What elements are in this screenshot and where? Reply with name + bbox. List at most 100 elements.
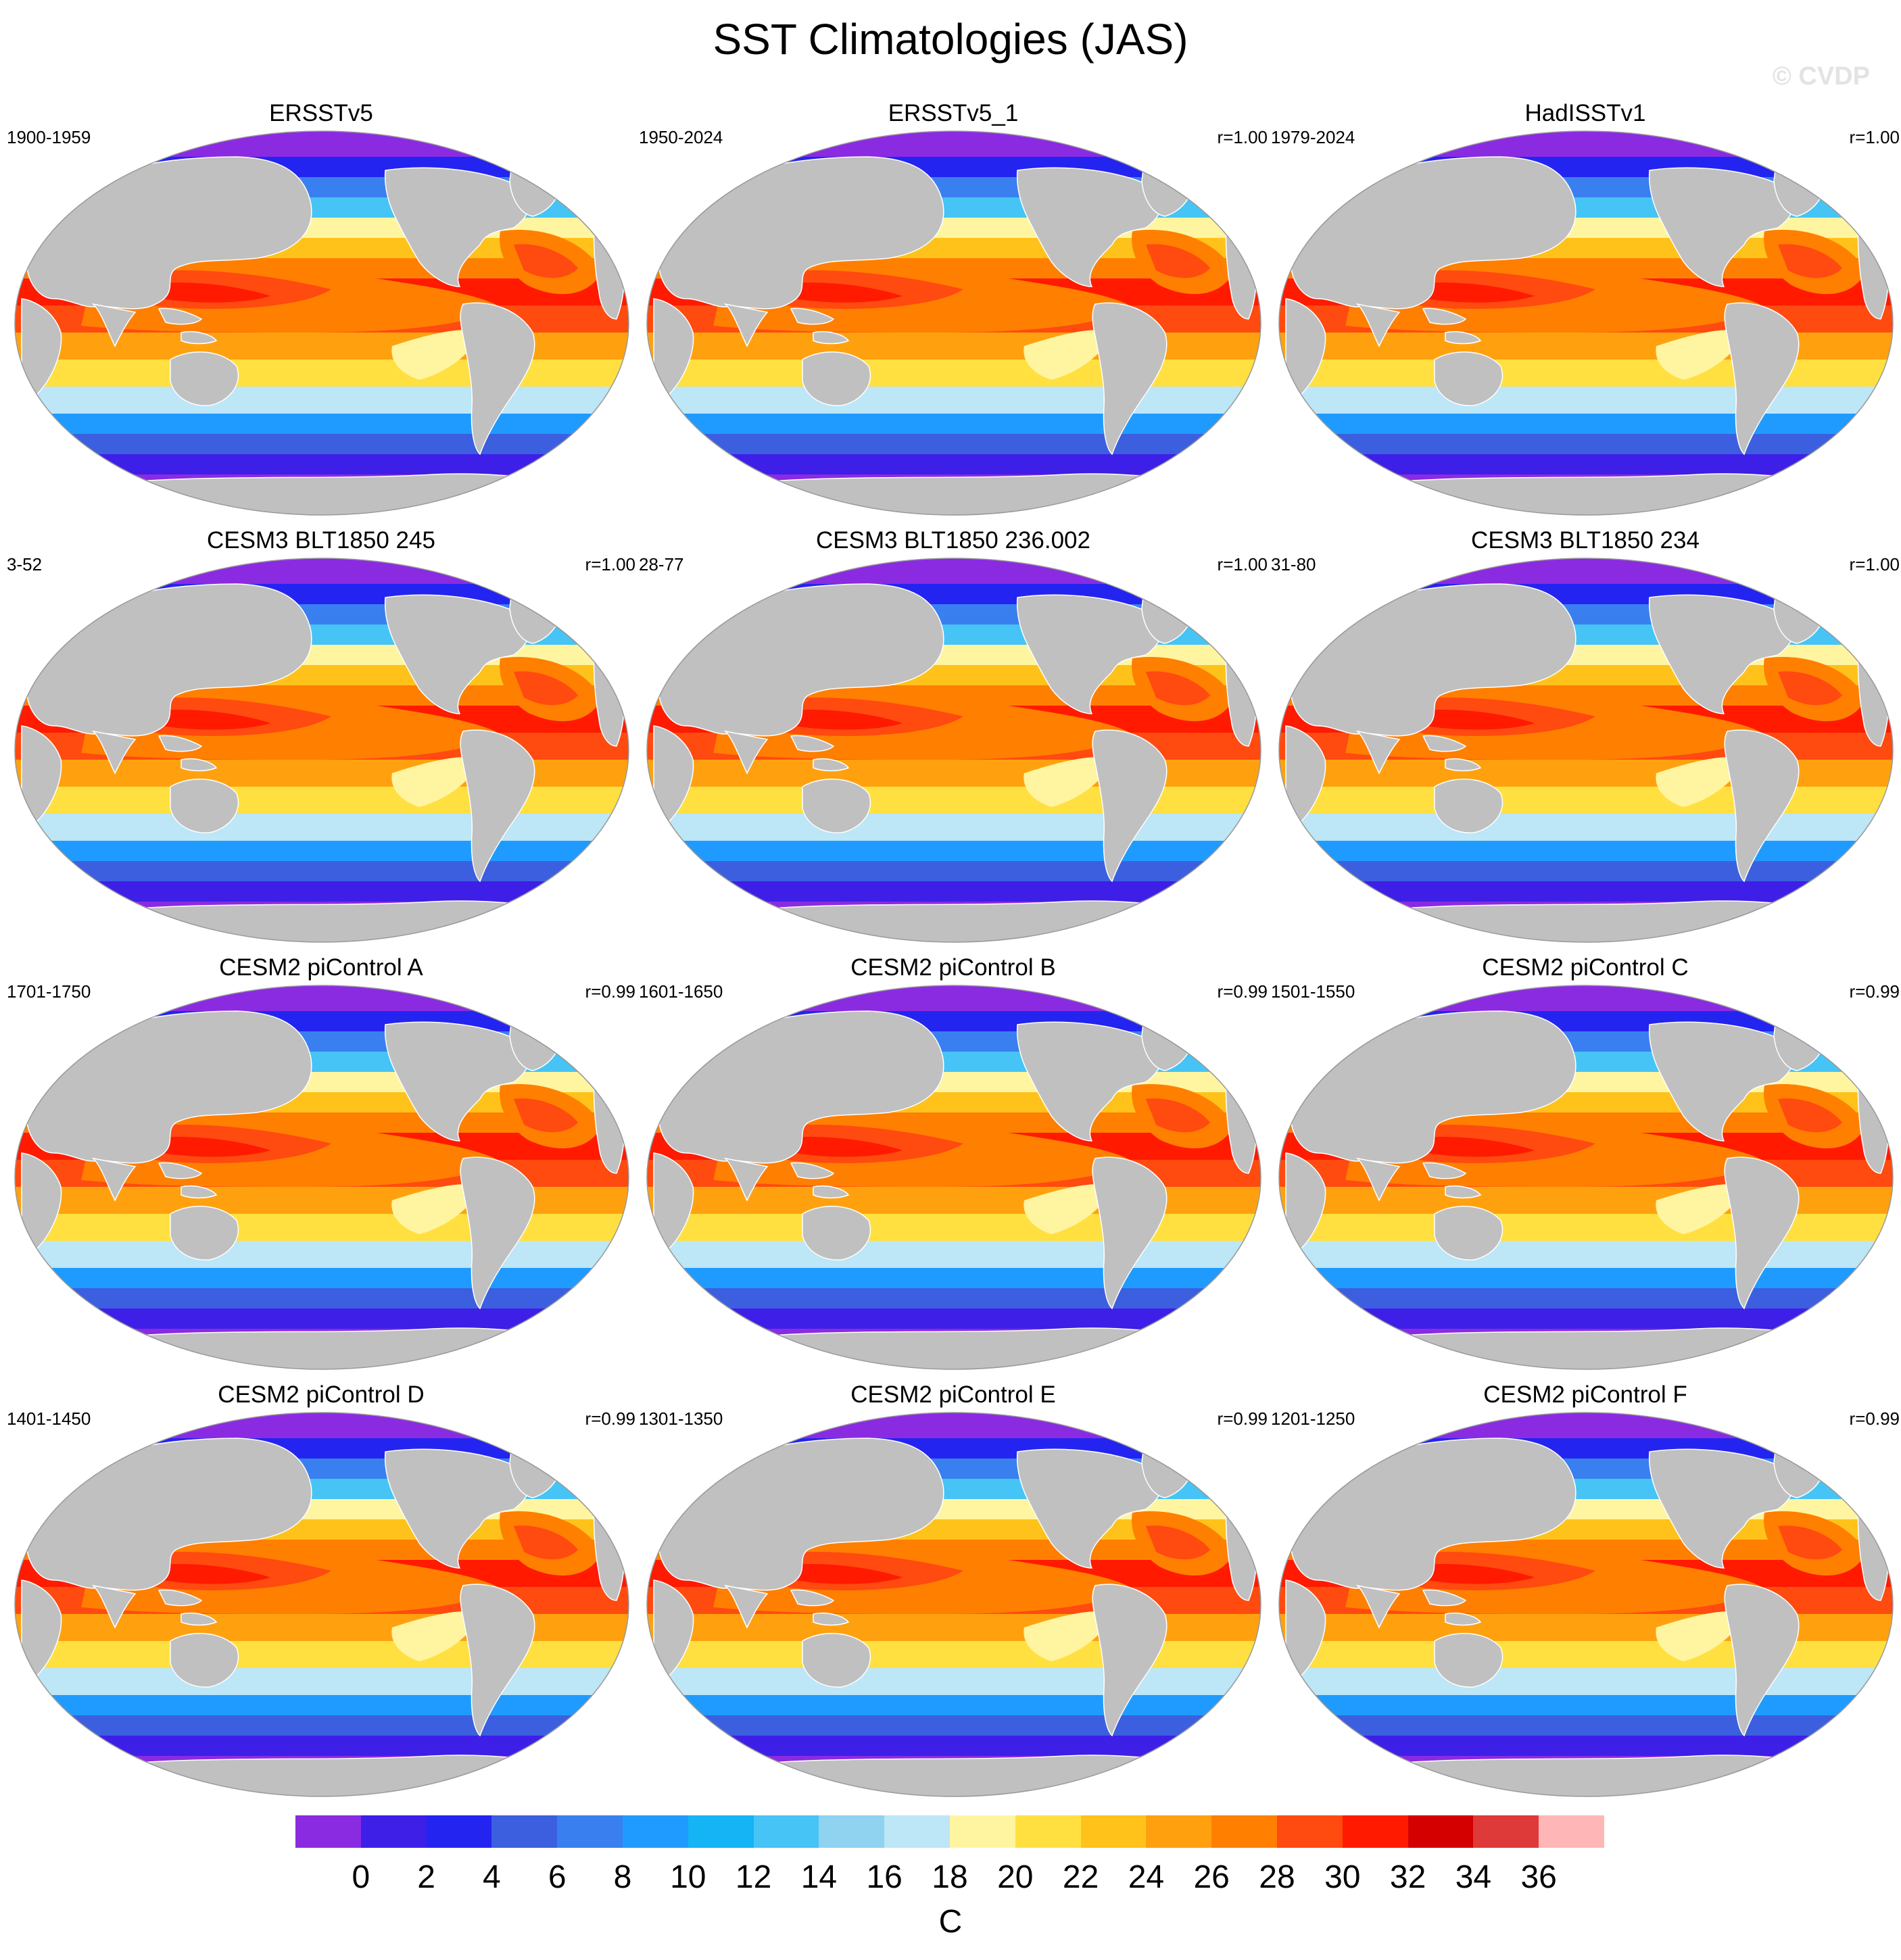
land-mass xyxy=(1092,302,1168,456)
land-mass xyxy=(813,1613,850,1626)
land-mass xyxy=(72,900,576,942)
land-mass xyxy=(181,758,218,772)
sst-band xyxy=(647,760,1261,787)
sst-band xyxy=(15,333,629,360)
land-mass xyxy=(813,1185,850,1199)
colorbar-tick-label: 32 xyxy=(1389,1859,1426,1895)
sst-feature xyxy=(781,1564,903,1584)
colorbar-tick-label: 12 xyxy=(735,1859,772,1895)
sst-feature xyxy=(781,1137,903,1157)
sst-band xyxy=(1279,1413,1893,1438)
land-mass xyxy=(26,583,312,737)
sst-band xyxy=(15,1214,629,1241)
sst-band xyxy=(647,1268,1261,1288)
map-border xyxy=(646,130,1261,516)
sst-band xyxy=(15,387,629,414)
panel-title: CESM2 piControl F xyxy=(1483,1381,1687,1408)
colorbar-segment xyxy=(753,1815,819,1848)
panel-years-label: 28-77 xyxy=(639,554,684,574)
panel-correlation-label: r=0.99 xyxy=(1217,1408,1268,1429)
land-mass xyxy=(1290,1010,1577,1164)
sst-band xyxy=(15,841,629,861)
map-panel: CESM2 piControl F 1201-1250 r=0.99 xyxy=(1271,1381,1900,1809)
colorbar-segment xyxy=(1407,1815,1474,1848)
map-border xyxy=(14,558,629,943)
land-mass xyxy=(1724,729,1800,883)
sst-band xyxy=(1279,1438,1893,1459)
sst-band xyxy=(1279,1241,1893,1268)
map-border xyxy=(646,985,1261,1370)
land-mass xyxy=(1337,900,1840,942)
map-border xyxy=(646,558,1261,943)
land-mass xyxy=(802,779,871,833)
sst-band xyxy=(1279,1641,1893,1668)
land-mass xyxy=(658,1010,944,1164)
sst-band xyxy=(1279,1187,1893,1214)
sst-band xyxy=(15,157,629,177)
sst-feature xyxy=(1656,330,1744,380)
sst-band xyxy=(1279,414,1893,434)
sst-feature xyxy=(391,1184,480,1234)
sst-map xyxy=(646,1412,1261,1797)
sst-band xyxy=(647,414,1261,434)
colorbar-tick-label: 26 xyxy=(1193,1859,1230,1895)
sst-band xyxy=(647,584,1261,604)
land-mass xyxy=(790,1589,835,1607)
land-mass xyxy=(170,1633,239,1688)
sst-feature xyxy=(1778,1098,1842,1133)
sst-band xyxy=(15,1695,629,1715)
land-mass xyxy=(26,1010,312,1164)
sst-band xyxy=(1279,787,1893,814)
sst-feature xyxy=(1656,1184,1744,1234)
sst-band xyxy=(647,387,1261,414)
sst-band xyxy=(1279,1308,1893,1329)
land-mass xyxy=(704,1755,1208,1796)
land-mass xyxy=(91,1157,137,1202)
sst-map xyxy=(646,130,1261,516)
land-mass xyxy=(181,1185,218,1199)
colorbar-tick-label: 18 xyxy=(932,1859,968,1895)
panel-correlation-label: r=1.00 xyxy=(1217,554,1268,574)
colorbar-segment xyxy=(1080,1815,1147,1848)
colorbar-segment xyxy=(1211,1815,1277,1848)
sst-band xyxy=(15,558,629,584)
sst-band xyxy=(1279,1736,1893,1756)
colorbar-tick-label: 30 xyxy=(1324,1859,1361,1895)
panel-title: CESM2 piControl E xyxy=(850,1381,1056,1408)
land-mass xyxy=(1422,1589,1467,1607)
panel-correlation-label: r=1.00 xyxy=(1849,554,1900,574)
land-mass xyxy=(1290,583,1577,737)
sst-band xyxy=(647,985,1261,1011)
sst-band xyxy=(1279,584,1893,604)
map-panel: ERSSTv5_1 1950-2024 r=1.00 xyxy=(639,100,1268,527)
land-mass xyxy=(1092,1584,1168,1737)
sst-band xyxy=(1279,434,1893,454)
sst-band xyxy=(1279,1011,1893,1031)
sst-band xyxy=(1279,760,1893,787)
land-mass xyxy=(802,351,871,406)
figure-title: SST Climatologies (JAS) xyxy=(713,15,1188,64)
sst-band xyxy=(647,1715,1261,1736)
sst-feature xyxy=(1778,244,1842,278)
map-panel: HadISSTv1 1979-2024 r=1.00 xyxy=(1271,100,1900,527)
sst-map xyxy=(1278,985,1894,1370)
sst-feature xyxy=(1146,244,1210,278)
land-mass xyxy=(158,308,203,325)
panel-years-label: 1501-1550 xyxy=(1271,981,1355,1002)
land-mass xyxy=(1434,351,1503,406)
map-border xyxy=(1278,985,1894,1370)
sst-feature xyxy=(149,1137,270,1157)
colorbar-segment xyxy=(1539,1815,1604,1848)
sst-band xyxy=(1279,131,1893,157)
sst-feature xyxy=(391,330,480,380)
sst-band xyxy=(1279,1214,1893,1241)
land-mass xyxy=(1422,308,1467,325)
colorbar xyxy=(295,1815,1604,1848)
panel-title: CESM3 BLT1850 236.002 xyxy=(815,527,1090,554)
map-panel: CESM2 piControl D 1401-1450 r=0.99 xyxy=(7,1381,635,1809)
land-mass xyxy=(26,156,312,310)
sst-band xyxy=(1279,1668,1893,1695)
colorbar-tick-label: 4 xyxy=(483,1859,501,1895)
land-mass xyxy=(181,331,218,345)
sst-band xyxy=(647,131,1261,157)
